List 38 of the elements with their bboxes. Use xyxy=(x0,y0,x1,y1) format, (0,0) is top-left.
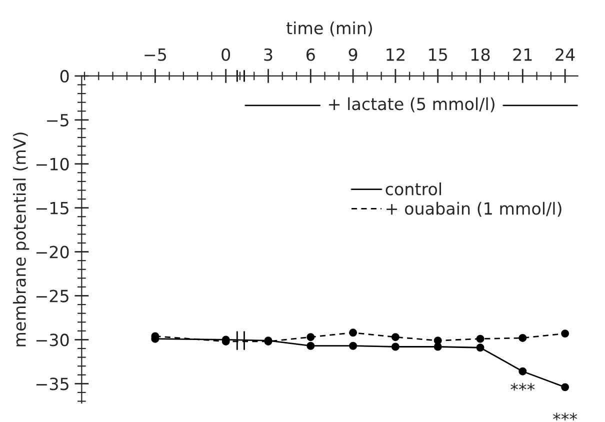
y-tick-label: −15 xyxy=(36,202,68,214)
text: *** xyxy=(553,412,578,420)
y-tick-label: −35 xyxy=(36,378,68,390)
point xyxy=(391,333,400,342)
point xyxy=(561,330,570,338)
legend-label: control xyxy=(386,182,442,196)
y-tick-label: 0 xyxy=(60,70,69,83)
y-tick-label: −30 xyxy=(36,334,69,346)
x-tick-label: 24 xyxy=(556,48,575,61)
x-tick-label: 12 xyxy=(386,48,404,61)
x-tick-label: 18 xyxy=(471,48,490,61)
x-tick-label: 9 xyxy=(348,48,358,61)
point xyxy=(391,342,400,351)
x-tick-label: 3 xyxy=(264,48,272,61)
x-tick-label: −5 xyxy=(144,48,166,61)
point xyxy=(349,342,358,350)
annotation: *** xyxy=(510,383,535,391)
y-tick-label: −25 xyxy=(36,290,68,302)
y-tick-label: −20 xyxy=(36,246,69,258)
x-tick-label: 21 xyxy=(513,48,532,61)
point xyxy=(518,334,527,342)
annotation: + lactate (5 mmol/l) xyxy=(329,97,494,112)
y-axis-title: membrane potential (mV) xyxy=(13,132,30,346)
point xyxy=(476,334,484,343)
point xyxy=(518,367,527,376)
point xyxy=(349,328,358,337)
legend-label: + ouabain (1 mmol/l) xyxy=(386,202,562,217)
x-axis-title: time (min) xyxy=(286,21,372,36)
x-tick-label: 0 xyxy=(222,48,230,61)
y-tick-label: −10 xyxy=(36,158,69,170)
point xyxy=(476,344,484,352)
x-tick-label: 6 xyxy=(306,48,315,61)
x-tick-label: 15 xyxy=(429,48,447,61)
point xyxy=(306,333,315,342)
point xyxy=(561,383,570,392)
point xyxy=(306,342,315,350)
y-tick-label: −5 xyxy=(47,114,68,126)
point xyxy=(434,336,442,345)
